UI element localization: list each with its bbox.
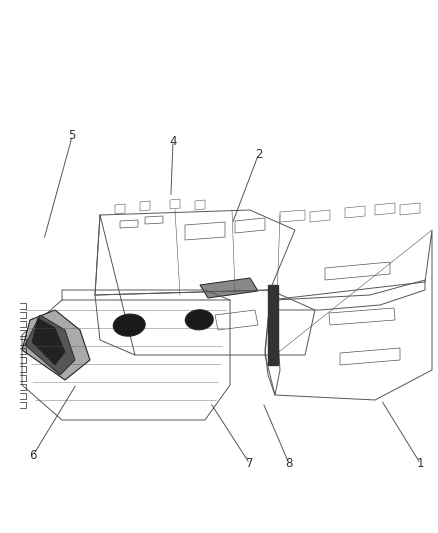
Text: 7: 7 <box>246 457 254 470</box>
Text: 8: 8 <box>286 457 293 470</box>
Polygon shape <box>32 318 65 365</box>
Ellipse shape <box>185 310 213 330</box>
Text: 2: 2 <box>254 148 262 161</box>
Text: 6: 6 <box>29 449 37 462</box>
Polygon shape <box>200 278 258 298</box>
Polygon shape <box>268 285 278 365</box>
Text: 5: 5 <box>69 130 76 142</box>
Text: 1: 1 <box>417 457 424 470</box>
Ellipse shape <box>113 314 145 336</box>
Polygon shape <box>25 315 75 375</box>
Polygon shape <box>22 310 90 380</box>
Text: 4: 4 <box>169 135 177 148</box>
